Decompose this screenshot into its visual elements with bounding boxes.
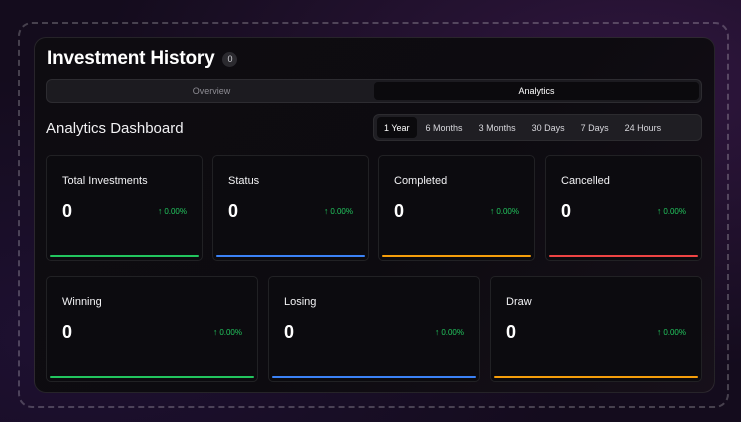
card-completed: Completed 0 ↑ 0.00%: [378, 155, 535, 261]
card-status: Status 0 ↑ 0.00%: [212, 155, 369, 261]
card-change: ↑ 0.00%: [435, 327, 464, 337]
card-winning: Winning 0 ↑ 0.00%: [46, 276, 258, 382]
tab-analytics[interactable]: Analytics: [374, 82, 699, 100]
arrow-up-icon: ↑: [656, 206, 662, 216]
card-change: ↑ 0.00%: [657, 327, 686, 337]
card-value: 0: [284, 322, 295, 342]
card-change: ↑ 0.00%: [158, 206, 187, 216]
card-change: ↑ 0.00%: [490, 206, 519, 216]
card-total-investments: Total Investments 0 ↑ 0.00%: [46, 155, 203, 261]
card-value: 0: [561, 201, 572, 221]
page-title: Investment History: [47, 48, 215, 69]
section-title: Analytics Dashboard: [46, 120, 184, 137]
card-value: 0: [506, 322, 517, 342]
range-1-year[interactable]: 1 Year: [377, 117, 417, 138]
time-range-selector: 1 Year 6 Months 3 Months 30 Days 7 Days …: [373, 114, 702, 141]
card-label: Completed: [394, 175, 448, 187]
range-6-months[interactable]: 6 Months: [425, 122, 463, 133]
card-change-value: 0.00%: [496, 206, 519, 216]
card-change-value: 0.00%: [219, 327, 242, 337]
range-3-months[interactable]: 3 Months: [478, 122, 516, 133]
card-accent-bar: [50, 255, 199, 257]
range-24-hours[interactable]: 24 Hours: [624, 122, 662, 133]
arrow-up-icon: ↑: [212, 327, 218, 337]
card-change-value: 0.00%: [663, 206, 686, 216]
card-accent-bar: [382, 255, 531, 257]
arrow-up-icon: ↑: [323, 206, 329, 216]
card-label: Draw: [506, 296, 532, 308]
range-30-days[interactable]: 30 Days: [531, 122, 565, 133]
dashed-frame: [18, 22, 729, 408]
card-value: 0: [62, 322, 73, 342]
card-change: ↑ 0.00%: [324, 206, 353, 216]
title-row: Investment History 0: [47, 48, 238, 70]
card-change-value: 0.00%: [164, 206, 187, 216]
card-change-value: 0.00%: [663, 327, 686, 337]
card-label: Losing: [284, 296, 317, 308]
card-cancelled: Cancelled 0 ↑ 0.00%: [545, 155, 702, 261]
card-label: Cancelled: [561, 175, 610, 187]
tab-overview[interactable]: Overview: [192, 86, 231, 96]
range-7-days[interactable]: 7 Days: [580, 122, 609, 133]
card-change: ↑ 0.00%: [657, 206, 686, 216]
card-label: Total Investments: [62, 175, 148, 187]
arrow-up-icon: ↑: [157, 206, 163, 216]
card-value: 0: [394, 201, 405, 221]
card-value: 0: [62, 201, 73, 221]
card-label: Winning: [62, 296, 102, 308]
card-change: ↑ 0.00%: [213, 327, 242, 337]
arrow-up-icon: ↑: [489, 206, 495, 216]
card-change-value: 0.00%: [441, 327, 464, 337]
arrow-up-icon: ↑: [434, 327, 440, 337]
count-badge: 0: [222, 51, 238, 67]
card-accent-bar: [216, 255, 365, 257]
card-draw: Draw 0 ↑ 0.00%: [490, 276, 702, 382]
card-accent-bar: [549, 255, 698, 257]
card-accent-bar: [494, 376, 698, 378]
investment-history-panel: Investment History 0 Overview Analytics …: [34, 37, 715, 393]
card-change-value: 0.00%: [330, 206, 353, 216]
card-value: 0: [228, 201, 239, 221]
view-tabs: Overview Analytics: [46, 79, 702, 103]
card-accent-bar: [50, 376, 254, 378]
card-accent-bar: [272, 376, 476, 378]
arrow-up-icon: ↑: [656, 327, 662, 337]
card-losing: Losing 0 ↑ 0.00%: [268, 276, 480, 382]
card-label: Status: [228, 175, 260, 187]
